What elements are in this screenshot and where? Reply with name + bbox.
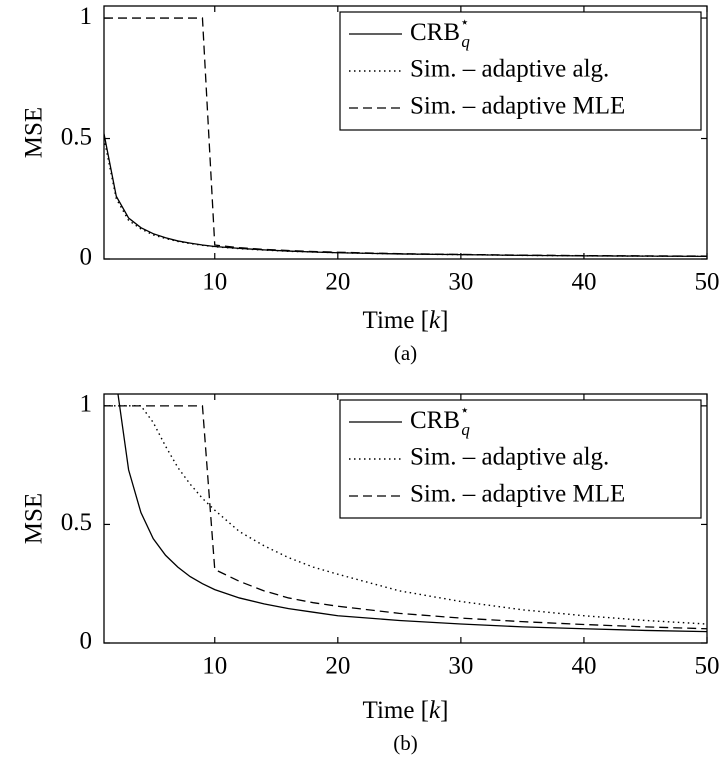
x-tick-label: 10 (202, 269, 227, 296)
x-axis-label: Time [k] (363, 697, 449, 724)
y-axis-label: MSE (21, 107, 48, 158)
x-tick-label: 50 (695, 653, 720, 680)
y-tick-label: 0.5 (61, 509, 92, 536)
series-line-dashed (104, 17, 707, 257)
x-tick-label: 50 (695, 269, 720, 296)
axes-frame (103, 393, 708, 644)
axes-frame (103, 5, 708, 260)
series-line-dotted (104, 138, 707, 258)
x-tick-label: 20 (325, 269, 350, 296)
y-tick-label: 1 (80, 391, 93, 418)
x-tick-label: 30 (448, 269, 473, 296)
x-tick-label: 40 (571, 269, 596, 296)
chart-panel-b: 10 20 30 40 50 0 0.5 1 MSE Time [k] (b) CRB⋆ q Sim. –… (21, 391, 720, 755)
y-tick-label: 0 (80, 244, 93, 271)
x-tick-label: 20 (325, 653, 350, 680)
panel-caption: (b) (393, 731, 418, 755)
y-tick-label: 0 (80, 628, 93, 655)
y-tick-label: 1 (80, 3, 93, 30)
y-axis-label: MSE (21, 493, 48, 544)
series-line-solid (104, 133, 707, 257)
x-axis-label: Time [k] (363, 307, 449, 334)
x-tick-label: 40 (571, 653, 596, 680)
panel-caption: (a) (394, 341, 417, 365)
legend-label: CRB⋆ q (410, 15, 470, 50)
x-tick-label: 10 (202, 653, 227, 680)
y-tick-label: 0.5 (61, 123, 92, 150)
legend-label: Sim. – adaptive alg. (410, 444, 609, 471)
chart-panel-a: 10 20 30 40 50 0 0.5 1 MSE Time [k] (a) CRB⋆ q Sim. –… (21, 3, 720, 365)
legend-label: CRB⋆ q (410, 403, 470, 438)
series-line-solid (117, 394, 707, 633)
legend-label: Sim. – adaptive MLE (410, 481, 625, 508)
legend-label: Sim. – adaptive alg. (410, 56, 609, 83)
x-tick-label: 30 (448, 653, 473, 680)
legend-label: Sim. – adaptive MLE (410, 93, 625, 120)
